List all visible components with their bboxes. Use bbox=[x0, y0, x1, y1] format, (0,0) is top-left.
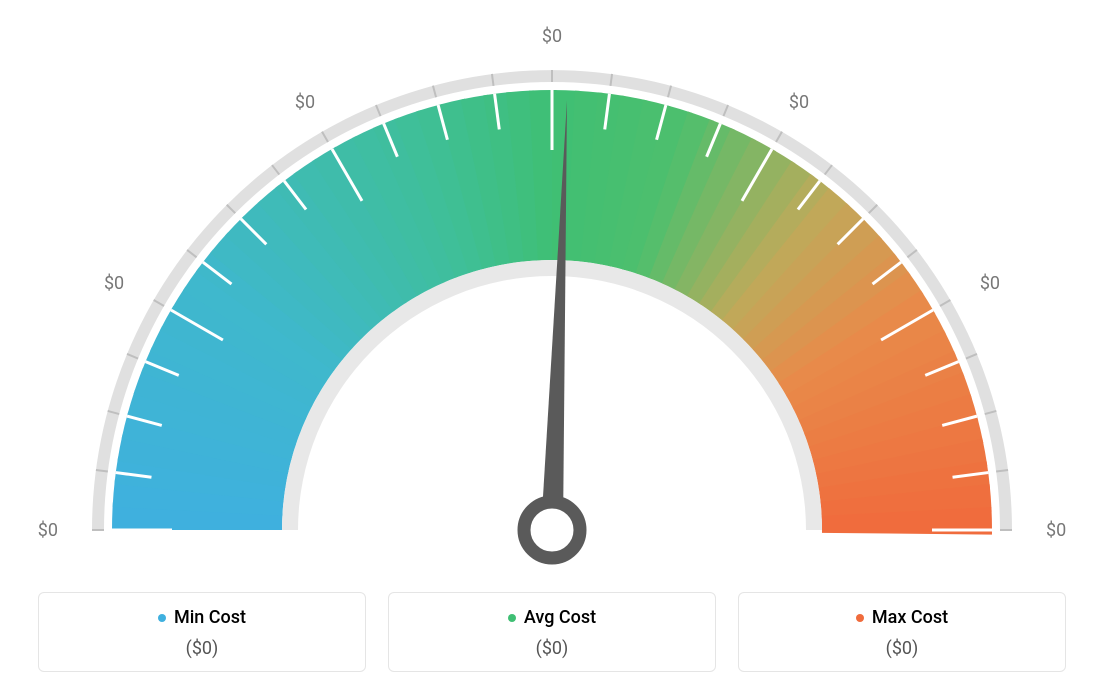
gauge-tick-label: $0 bbox=[38, 520, 58, 541]
gauge-tick-label: $0 bbox=[542, 26, 562, 47]
legend-label-avg: Avg Cost bbox=[524, 607, 596, 628]
gauge-tick-label: $0 bbox=[1046, 520, 1066, 541]
legend-label-min: Min Cost bbox=[174, 607, 246, 628]
legend-card-min: Min Cost ($0) bbox=[38, 592, 366, 673]
legend-title-avg: Avg Cost bbox=[508, 607, 596, 628]
legend-value-avg: ($0) bbox=[399, 638, 705, 659]
legend-card-max: Max Cost ($0) bbox=[738, 592, 1066, 673]
gauge-tick-label: $0 bbox=[104, 273, 124, 294]
legend-value-max: ($0) bbox=[749, 638, 1055, 659]
legend-label-max: Max Cost bbox=[872, 607, 948, 628]
gauge-tick-label: $0 bbox=[789, 92, 809, 113]
legend-value-min: ($0) bbox=[49, 638, 355, 659]
legend-card-avg: Avg Cost ($0) bbox=[388, 592, 716, 673]
gauge-chart: $0 $0 $0 $0 $0 $0 $0 bbox=[22, 10, 1082, 570]
gauge-center-ring bbox=[524, 502, 580, 558]
gauge-tick-label: $0 bbox=[980, 273, 1000, 294]
gauge-svg: $0 $0 $0 $0 $0 $0 $0 bbox=[22, 10, 1082, 570]
legend-row: Min Cost ($0) Avg Cost ($0) Max Cost ($0… bbox=[38, 592, 1066, 673]
gauge-tick-label: $0 bbox=[295, 92, 315, 113]
legend-title-max: Max Cost bbox=[856, 607, 948, 628]
dot-icon bbox=[856, 614, 864, 622]
dot-icon bbox=[158, 614, 166, 622]
legend-title-min: Min Cost bbox=[158, 607, 246, 628]
dot-icon bbox=[508, 614, 516, 622]
